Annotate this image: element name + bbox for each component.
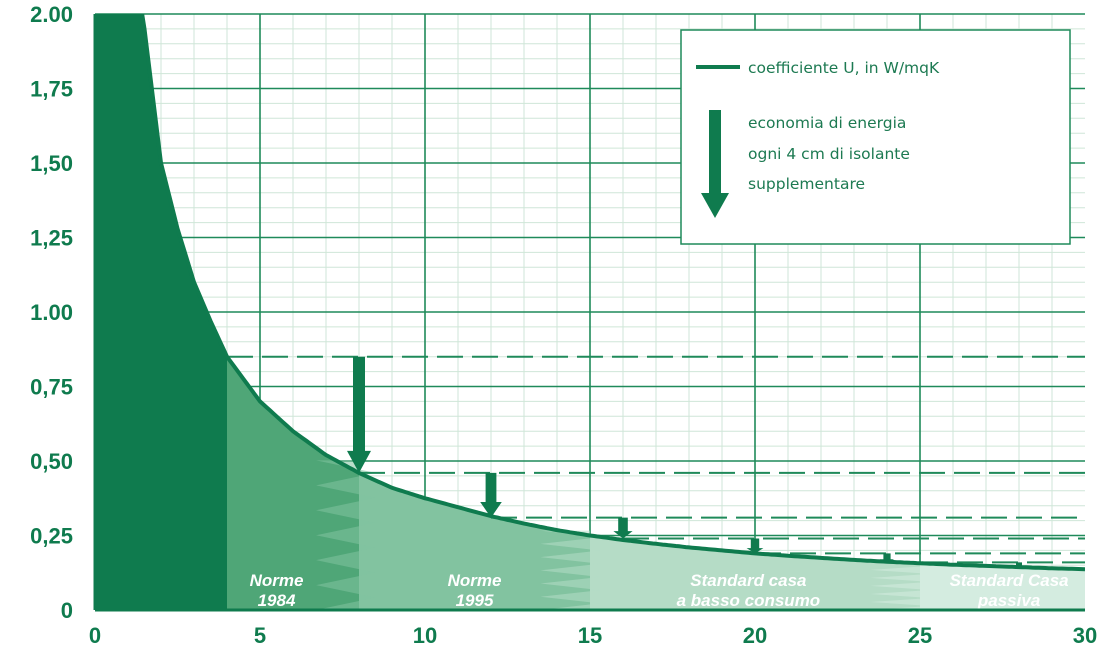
zone-area-1 xyxy=(95,14,227,610)
legend-arrow-label-line-3: supplementare xyxy=(748,175,865,193)
u-curve-group xyxy=(140,14,1085,572)
legend-arrow-label-line-2: ogni 4 cm di isolante xyxy=(748,145,910,163)
x-tick-label: 0 xyxy=(89,623,101,648)
zone-area-5 xyxy=(920,563,1085,610)
legend-line-label: coefficiente U, in W/mqK xyxy=(748,59,940,77)
axes xyxy=(93,14,1085,612)
x-tick-label: 30 xyxy=(1073,623,1097,648)
zone-label-4-line-2: a basso consumo xyxy=(677,591,821,610)
zone-label-4-line-1: Standard casa xyxy=(690,571,806,590)
x-tick-label: 15 xyxy=(578,623,602,648)
zone-label-3-line-1: Norme xyxy=(448,571,502,590)
savings-arrow-5 xyxy=(879,553,895,563)
reference-dashed-lines xyxy=(227,355,1085,564)
zone-areas xyxy=(95,14,1085,610)
savings-arrow-4 xyxy=(746,538,764,554)
savings-arrow-2 xyxy=(480,472,502,518)
y-tick-label: 0 xyxy=(61,598,73,623)
y-tick-label: 0,75 xyxy=(30,375,73,400)
savings-arrow-6 xyxy=(1013,562,1025,569)
y-tick-label: 1,50 xyxy=(30,151,73,176)
legend-box xyxy=(680,29,1071,245)
zone-area-4 xyxy=(590,535,920,610)
y-tick-label: 1,25 xyxy=(30,226,73,251)
x-tick-label: 5 xyxy=(254,623,266,648)
zone-label-2-line-2: 1984 xyxy=(258,591,296,610)
legend-arrow-label-line-1: economia di energia xyxy=(748,114,906,132)
x-tick-label: 25 xyxy=(908,623,932,648)
y-tick-label: 1.00 xyxy=(30,300,73,325)
y-tick-label: 0,25 xyxy=(30,524,73,549)
zone-label-2-line-1: Norme xyxy=(250,571,304,590)
y-tick-label: 1,75 xyxy=(30,77,73,102)
tick-labels: 0 5 10 15 20 25 30 0 0,25 0,50 0,75 1.00 1,25 1,50 1,7… xyxy=(30,2,1097,648)
savings-arrow-1 xyxy=(347,356,371,473)
zone-area-3 xyxy=(359,472,590,610)
u-curve xyxy=(140,14,1085,572)
x-tick-label: 20 xyxy=(743,623,767,648)
zone-transition-3 xyxy=(870,561,930,610)
zone-area-2 xyxy=(227,356,359,610)
legend-arrow-swatch xyxy=(701,110,729,218)
zone-transition-2 xyxy=(540,530,600,610)
y-tick-label: 0,50 xyxy=(30,449,73,474)
zone-label-3-line-2: 1995 xyxy=(456,591,494,610)
legend: coefficiente U, in W/mqK economia di ene… xyxy=(680,29,1071,245)
y-tick-label: 2.00 xyxy=(30,2,73,27)
x-tick-label: 10 xyxy=(413,623,437,648)
zone-label-5-line-2: passiva xyxy=(977,591,1040,610)
savings-arrows xyxy=(347,356,1025,569)
zone-transition-1 xyxy=(316,460,376,610)
savings-arrow-3 xyxy=(613,517,633,539)
zone-label-5-line-1: Standard Casa xyxy=(950,571,1069,590)
